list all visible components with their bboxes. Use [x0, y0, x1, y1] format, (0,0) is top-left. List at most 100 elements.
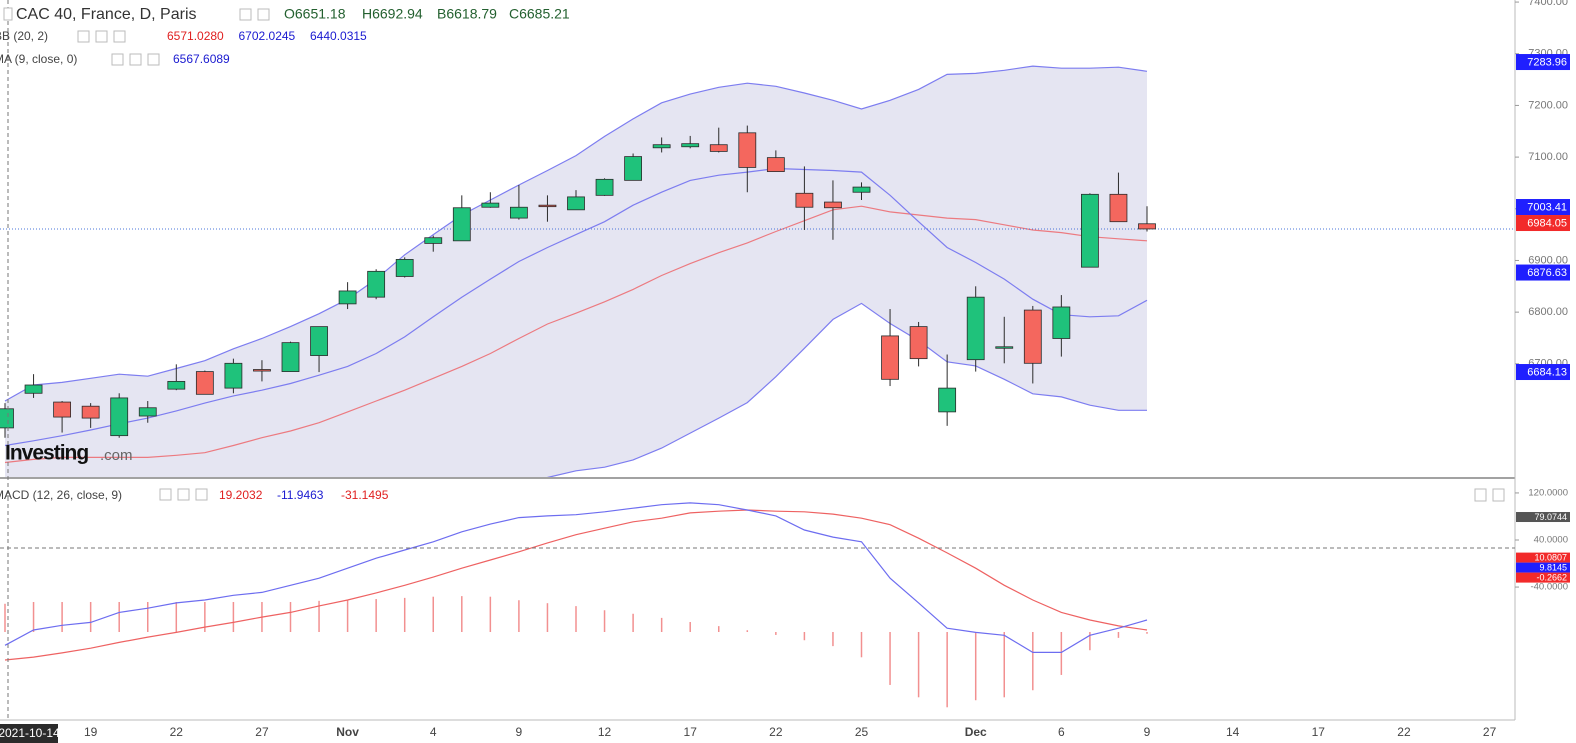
- x-tick-label: 22: [170, 725, 184, 739]
- y-tick-label: 120.0000: [1528, 487, 1568, 498]
- price-tag: [1516, 572, 1570, 583]
- x-tick-label: 2021-10-14: [0, 726, 60, 740]
- price-tag-label: 79.0744: [1534, 512, 1567, 522]
- price-tag-label: 6984.05: [1527, 217, 1567, 229]
- candle-body: [81, 405, 100, 419]
- x-tick-label: 22: [769, 725, 783, 739]
- band-fill: [5, 66, 1147, 477]
- candle-body: [995, 346, 1014, 349]
- date-box: [0, 724, 58, 743]
- ohlc-label: H6692.94: [362, 6, 423, 22]
- legend-icons: [3, 7, 1505, 502]
- candle-body: [452, 207, 471, 242]
- candle-body: [24, 384, 43, 394]
- candle-body: [1081, 193, 1099, 268]
- candle-body: [138, 407, 157, 417]
- indicator-name: MA (9, close, 0): [0, 52, 77, 66]
- candle-body: [681, 143, 700, 148]
- x-tick-label: 4: [430, 725, 437, 739]
- ohlc-label: C6685.21: [509, 6, 570, 22]
- indicator-value: 6440.0315: [310, 29, 367, 43]
- candle-body: [195, 371, 214, 395]
- price-tag: [1516, 215, 1570, 232]
- candle-body: [966, 296, 985, 361]
- indicator-value: 6702.0245: [239, 29, 296, 43]
- y-tick-label: 40.0000: [1534, 535, 1568, 546]
- candle-body: [795, 192, 814, 208]
- ohlc-label: O6651.18: [284, 6, 346, 22]
- x-tick-label: 9: [1144, 725, 1151, 739]
- candle-body: [1109, 193, 1128, 223]
- macd-title: MACD (12, 26, close, 9): [0, 488, 122, 502]
- candle-body: [281, 342, 300, 372]
- y-tick-label: 6800.00: [1528, 306, 1568, 318]
- macd-pane: [4, 502, 1148, 708]
- logo-brand: Investing: [5, 442, 88, 465]
- candle-body: [424, 237, 443, 244]
- y-tick-label: 7100.00: [1528, 151, 1568, 163]
- price-tag-label: 9.8145: [1539, 562, 1567, 572]
- band-upper: [4, 65, 1148, 402]
- x-tick-label: 19: [84, 725, 98, 739]
- x-tick-label: 12: [598, 725, 612, 739]
- candle-body: [509, 206, 528, 219]
- price-tag-label: 6684.13: [1527, 366, 1567, 378]
- price-tag-label: 10.0807: [1534, 552, 1567, 562]
- candle-body: [567, 196, 585, 211]
- candle-body: [595, 178, 614, 196]
- indicator-value: -11.9463: [277, 488, 324, 502]
- x-tick-label: 9: [516, 725, 523, 739]
- y-tick-label: -40.0000: [1530, 582, 1568, 593]
- x-tick-label: 27: [255, 725, 269, 739]
- candle-body: [652, 144, 671, 149]
- candle-body: [310, 326, 328, 356]
- candle-body: [909, 326, 928, 360]
- band-basis: [4, 205, 1148, 464]
- signal-line: [4, 509, 1148, 661]
- candle-body: [1052, 306, 1071, 339]
- ohlc-label: B6618.79: [437, 6, 497, 22]
- y-tick-label: 7400.00: [1528, 0, 1568, 8]
- price-tag: [1516, 562, 1570, 573]
- y-tick-label: 6900.00: [1528, 254, 1568, 266]
- ma-line: [4, 167, 1148, 447]
- candle-body: [538, 204, 557, 208]
- x-tick-label: 22: [1397, 725, 1411, 739]
- candle-body: [1023, 309, 1042, 364]
- candle-body: [938, 387, 957, 413]
- price-tag: [1516, 199, 1570, 216]
- x-tick-label: 27: [1483, 725, 1497, 739]
- candle-body: [253, 369, 271, 372]
- x-tick-label: 6: [1058, 725, 1065, 739]
- candle-body: [738, 132, 757, 168]
- candle-body: [624, 156, 642, 181]
- price-tag: [1516, 552, 1570, 563]
- indicator-value: 6567.6089: [173, 52, 230, 66]
- price-tag-label: -0.2662: [1536, 572, 1567, 582]
- x-tick-label: 14: [1226, 725, 1240, 739]
- candle-body: [0, 408, 14, 429]
- candle-body: [766, 157, 785, 172]
- candle-body: [824, 201, 842, 209]
- price-tag-label: 7003.41: [1527, 201, 1567, 213]
- x-tick-label: Nov: [336, 725, 359, 739]
- indicator-name: BB (20, 2): [0, 29, 48, 43]
- x-tick-label: Dec: [965, 725, 987, 739]
- candle-body: [481, 202, 500, 208]
- price-tag-label: 7283.96: [1527, 56, 1567, 68]
- candle-body: [881, 335, 899, 380]
- price-tag: [1516, 364, 1570, 381]
- indicator-value: 6571.0280: [167, 29, 224, 43]
- candle-body: [709, 144, 728, 152]
- y-tick-label: 7200.00: [1528, 99, 1568, 111]
- price-tag: [1516, 512, 1570, 523]
- x-tick-label: 25: [855, 725, 869, 739]
- candle-body: [852, 186, 871, 193]
- macd-line: [4, 502, 1148, 654]
- candle-body: [1138, 223, 1156, 230]
- price-tag-label: 6876.63: [1527, 267, 1567, 279]
- band-lower: [547, 302, 1147, 477]
- logo-suffix: .com: [100, 447, 133, 464]
- candle-body: [110, 397, 129, 437]
